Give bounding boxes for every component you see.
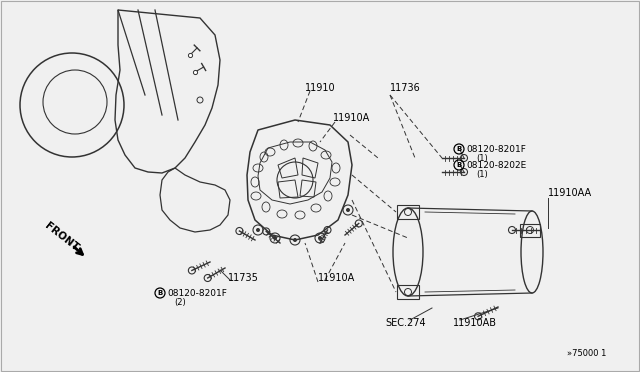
Text: (1): (1) (476, 154, 488, 163)
Text: 11910: 11910 (305, 83, 335, 93)
Text: FRONT: FRONT (44, 221, 81, 253)
Circle shape (293, 238, 297, 242)
Circle shape (346, 208, 350, 212)
Text: (2): (2) (174, 298, 186, 307)
Text: 11910AB: 11910AB (453, 318, 497, 328)
Text: B: B (456, 162, 461, 168)
Text: 11910A: 11910A (333, 113, 371, 123)
Text: B: B (456, 146, 461, 152)
Circle shape (256, 228, 260, 232)
Text: 11910A: 11910A (318, 273, 355, 283)
Text: 11736: 11736 (390, 83, 420, 93)
Bar (520, 224, 540, 237)
Text: B: B (157, 290, 163, 296)
Text: »75000 1: »75000 1 (567, 350, 606, 359)
Text: 08120-8201F: 08120-8201F (466, 144, 526, 154)
Bar (397, 205, 419, 219)
Text: SEC.274: SEC.274 (385, 318, 426, 328)
Text: 11735: 11735 (228, 273, 259, 283)
Text: (1): (1) (476, 170, 488, 179)
Circle shape (318, 236, 322, 240)
Text: 08120-8202E: 08120-8202E (466, 160, 526, 170)
Text: 11910AA: 11910AA (548, 188, 592, 198)
Circle shape (273, 236, 277, 240)
Bar (397, 285, 419, 299)
Text: 08120-8201F: 08120-8201F (167, 289, 227, 298)
